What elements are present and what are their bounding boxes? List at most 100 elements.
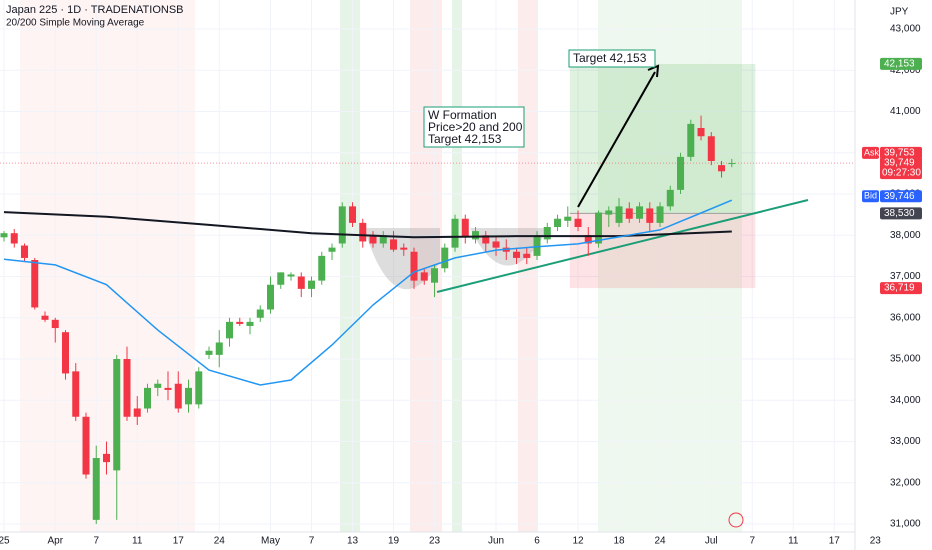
y-tick-label: 43,000 — [890, 24, 921, 35]
candle-body — [697, 127, 705, 137]
candle-body — [144, 387, 152, 409]
formation-note: Target 42,153 — [428, 132, 502, 146]
candle-body — [687, 123, 695, 157]
x-tick-label: 6 — [534, 536, 540, 547]
candle-body — [41, 315, 49, 320]
candle-body — [174, 383, 182, 409]
price-tag-prefix — [862, 190, 879, 203]
price-tag — [880, 207, 922, 220]
x-tick-label: 24 — [214, 536, 226, 547]
candle-body — [666, 189, 674, 207]
candle-body — [0, 233, 8, 238]
moving-average — [3, 199, 733, 386]
candle-body — [523, 253, 531, 258]
candle-body — [92, 457, 100, 520]
candle-body — [656, 206, 664, 223]
candle-body — [256, 309, 264, 318]
candle-body — [369, 235, 377, 244]
candle-body — [10, 233, 18, 244]
candle-body — [482, 235, 490, 244]
candle-body — [308, 280, 316, 289]
candle-body — [297, 276, 305, 289]
price-tag-label: 39,746 — [884, 191, 915, 202]
candle-body — [492, 241, 500, 248]
candle-body — [420, 272, 428, 281]
candle-body — [584, 235, 592, 244]
formation-note: W Formation — [428, 108, 497, 122]
candle-body — [205, 350, 213, 355]
candle-body — [441, 247, 449, 269]
candle-body — [359, 222, 367, 242]
price-tag-prefix-label: Ask — [864, 147, 880, 157]
candle-body — [349, 206, 357, 223]
candle-body — [62, 332, 70, 374]
candle-body — [513, 251, 521, 258]
session-band — [340, 0, 360, 532]
candle-body — [133, 408, 141, 417]
candle-body — [461, 218, 469, 238]
candle-body — [246, 321, 254, 326]
candle-body — [195, 371, 203, 405]
session-band — [598, 0, 742, 532]
y-tick-label: 37,000 — [890, 271, 921, 282]
y-tick-label: 38,000 — [890, 230, 921, 241]
candle-body — [390, 239, 398, 250]
candle-body — [400, 247, 408, 250]
x-tick-label: 11 — [788, 536, 799, 547]
candle-body — [185, 387, 193, 405]
candle-body — [72, 371, 80, 417]
candle-body — [533, 235, 541, 256]
candle-body — [595, 212, 603, 244]
candle-body — [707, 136, 715, 161]
candle-body — [20, 245, 28, 258]
candle-body — [410, 251, 418, 281]
x-tick-label: 17 — [829, 536, 841, 547]
x-tick-label: 19 — [388, 536, 400, 547]
candle-body — [625, 208, 633, 219]
candle-body — [164, 387, 172, 390]
y-tick-label: 34,000 — [890, 395, 921, 406]
candle-body — [554, 218, 562, 227]
candle-body — [451, 218, 459, 248]
candle-body — [646, 208, 654, 223]
target-note: Target 42,153 — [573, 51, 647, 65]
candle-body — [113, 358, 121, 471]
x-tick-label: 7 — [750, 536, 756, 547]
arrow — [577, 71, 656, 208]
candle-body — [318, 255, 326, 281]
x-tick-label: 11 — [132, 536, 143, 547]
candle-body — [215, 342, 223, 355]
price-tag-label: 36,719 — [884, 283, 915, 294]
session-band — [452, 0, 462, 532]
formation-box — [423, 106, 525, 148]
y-tick-label: 36,000 — [890, 312, 921, 323]
y-tick-label: 33,000 — [890, 436, 921, 447]
candle-body — [615, 206, 623, 223]
x-tick-label: 18 — [613, 536, 625, 547]
y-tick-label: 32,000 — [890, 477, 921, 488]
price-tag-prefix-label: Bid — [864, 191, 877, 201]
candle-body — [543, 226, 551, 240]
price-tag — [880, 190, 922, 203]
x-tick-label: 24 — [654, 536, 666, 547]
x-tick-label: 23 — [429, 536, 441, 547]
price-tag — [880, 146, 922, 159]
x-tick-label: Jun — [488, 536, 504, 547]
candle-body — [605, 210, 613, 215]
formation-note: Price>20 and 200 — [428, 120, 523, 134]
target-zone — [569, 63, 756, 214]
arrow-head — [647, 64, 660, 78]
target-box — [568, 49, 656, 68]
x-tick-label: May — [261, 536, 280, 547]
candle-body — [82, 416, 90, 475]
trend-line — [436, 199, 809, 293]
candle-body — [574, 218, 582, 227]
y-tick-label: 41,000 — [890, 106, 921, 117]
x-tick-label: 7 — [309, 536, 315, 547]
y-tick-label: 35,000 — [890, 354, 921, 365]
candle-body — [328, 247, 336, 252]
candle-body — [51, 319, 59, 329]
candle-body — [636, 206, 644, 219]
session-band — [518, 0, 538, 532]
